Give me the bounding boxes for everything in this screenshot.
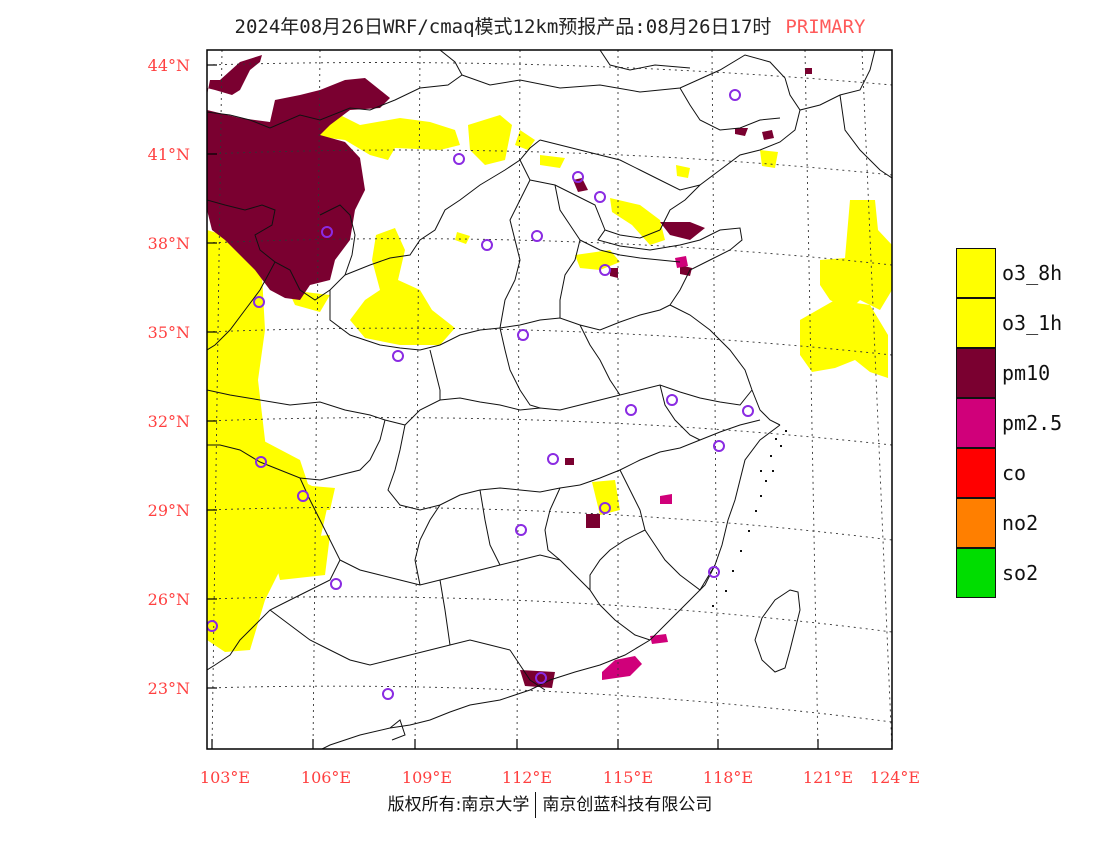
lat-label: 26°N [148,590,190,609]
footer-separator [535,792,537,818]
legend-item-o3-1h: o3_1h [956,298,1076,348]
lat-label: 29°N [148,501,190,520]
title-text: 2024年08月26日WRF/cmaq模式12km预报产品:08月26日17时 [234,16,772,38]
latitude-labels: 44°N 41°N 38°N 35°N 32°N 29°N 26°N 23°N [148,56,190,698]
legend-swatch [956,348,996,398]
pm25-regions [602,256,688,680]
longitude-labels: 103°E 106°E 109°E 112°E 115°E 118°E 121°… [200,768,920,787]
legend-label: no2 [1002,511,1039,535]
copyright-footer: 版权所有:南京大学 南京创蓝科技有限公司 [0,790,1100,818]
primary-tag: PRIMARY [785,16,866,38]
lon-label: 106°E [301,768,351,787]
legend-label: co [1002,461,1027,485]
legend-swatch [956,398,996,448]
station-markers [207,89,754,700]
legend-swatch [956,448,996,498]
legend-item-co: co [956,448,1076,498]
axis-ticks [207,64,819,749]
lat-label: 35°N [148,323,190,342]
legend-item-so2: so2 [956,548,1076,598]
legend-item-no2: no2 [956,498,1076,548]
lat-label: 41°N [148,145,190,164]
lat-label: 44°N [148,56,190,75]
lon-label: 121°E [803,768,853,787]
coast-and-boundaries [207,50,892,749]
legend-swatch [956,548,996,598]
legend-label: pm2.5 [1002,411,1063,435]
graticule [207,50,892,749]
legend-label: o3_1h [1002,311,1063,335]
lon-label: 118°E [703,768,753,787]
legend-item-pm25: pm2.5 [956,398,1076,448]
pm10-regions [207,55,812,688]
lon-label: 103°E [200,768,250,787]
legend-item-pm10: pm10 [956,348,1076,398]
map-title: 2024年08月26日WRF/cmaq模式12km预报产品:08月26日17时 P… [0,12,1100,39]
map-frame [206,49,893,750]
o3-regions [207,110,892,652]
legend-swatch [956,248,996,298]
coastal-islands [712,430,787,607]
lat-label: 38°N [148,234,190,253]
legend-swatch [956,298,996,348]
lat-label: 23°N [148,679,190,698]
copyright-owner: 版权所有:南京大学 [387,795,530,815]
lon-label: 115°E [603,768,653,787]
lon-label: 112°E [502,768,552,787]
map-content [207,50,892,749]
lon-label: 124°E [870,768,920,787]
copyright-company: 南京创蓝科技有限公司 [542,795,713,815]
lat-label: 32°N [148,412,190,431]
legend-label: so2 [1002,561,1039,585]
lon-label: 109°E [402,768,452,787]
legend-label: pm10 [1002,361,1051,385]
legend-item-o3-8h: o3_8h [956,248,1076,298]
legend-label: o3_8h [1002,261,1063,285]
legend-swatch [956,498,996,548]
legend: o3_8h o3_1h pm10 pm2.5 co no2 so2 [956,248,1076,598]
